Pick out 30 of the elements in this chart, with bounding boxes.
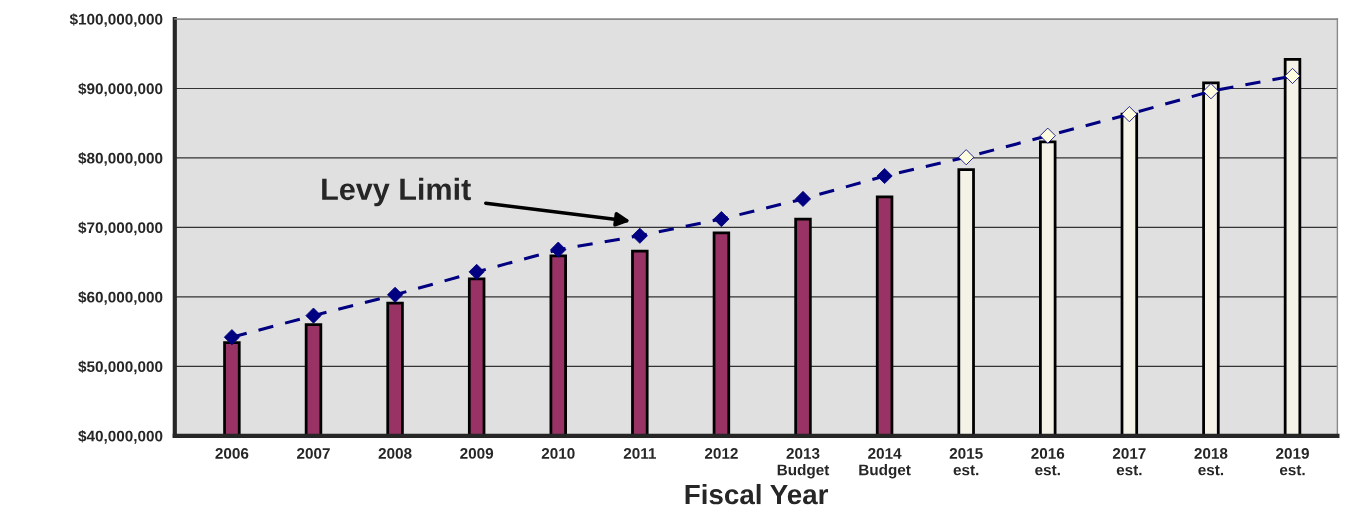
y-tick-label: $100,000,000 — [69, 13, 163, 27]
x-tick-label: 2018 est. — [1194, 448, 1228, 476]
x-tick-label: 2008 — [378, 448, 412, 459]
point — [468, 263, 485, 280]
y-tick-label: $40,000,000 — [78, 430, 163, 444]
x-tick-label: 2006 — [215, 448, 249, 459]
x-tick-label: 2011 — [623, 448, 656, 459]
point — [713, 211, 730, 228]
point — [631, 227, 648, 244]
y-tick-label: $60,000,000 — [78, 291, 163, 305]
point — [876, 167, 893, 185]
point — [1121, 106, 1138, 123]
point — [1284, 67, 1301, 84]
annotation: Levy Limit — [322, 177, 471, 207]
y-tick-label: $90,000,000 — [78, 82, 163, 97]
x-tick-label: 2014 Budget — [859, 448, 911, 479]
x-tick-label: 2009 — [460, 448, 494, 459]
x-tick-label: 2017 est. — [1112, 448, 1146, 476]
x-tick-label: 2013 Budget — [777, 448, 830, 479]
y-tick-label: $70,000,000 — [78, 221, 163, 236]
point — [1039, 127, 1056, 144]
x-tick-label: 2019 est. — [1276, 448, 1309, 476]
y-tick-label: $80,000,000 — [78, 152, 163, 166]
x-tick-label: 2012 — [704, 448, 738, 459]
x-axis-title: Fiscal Year — [685, 483, 829, 505]
x-tick-label: 2007 — [297, 448, 330, 459]
y-tick-label: $50,000,000 — [78, 360, 163, 375]
x-tick-label: 2010 — [541, 448, 575, 459]
x-tick-label: 2015 est. — [949, 448, 983, 476]
x-tick-label: 2016 est. — [1031, 448, 1065, 476]
